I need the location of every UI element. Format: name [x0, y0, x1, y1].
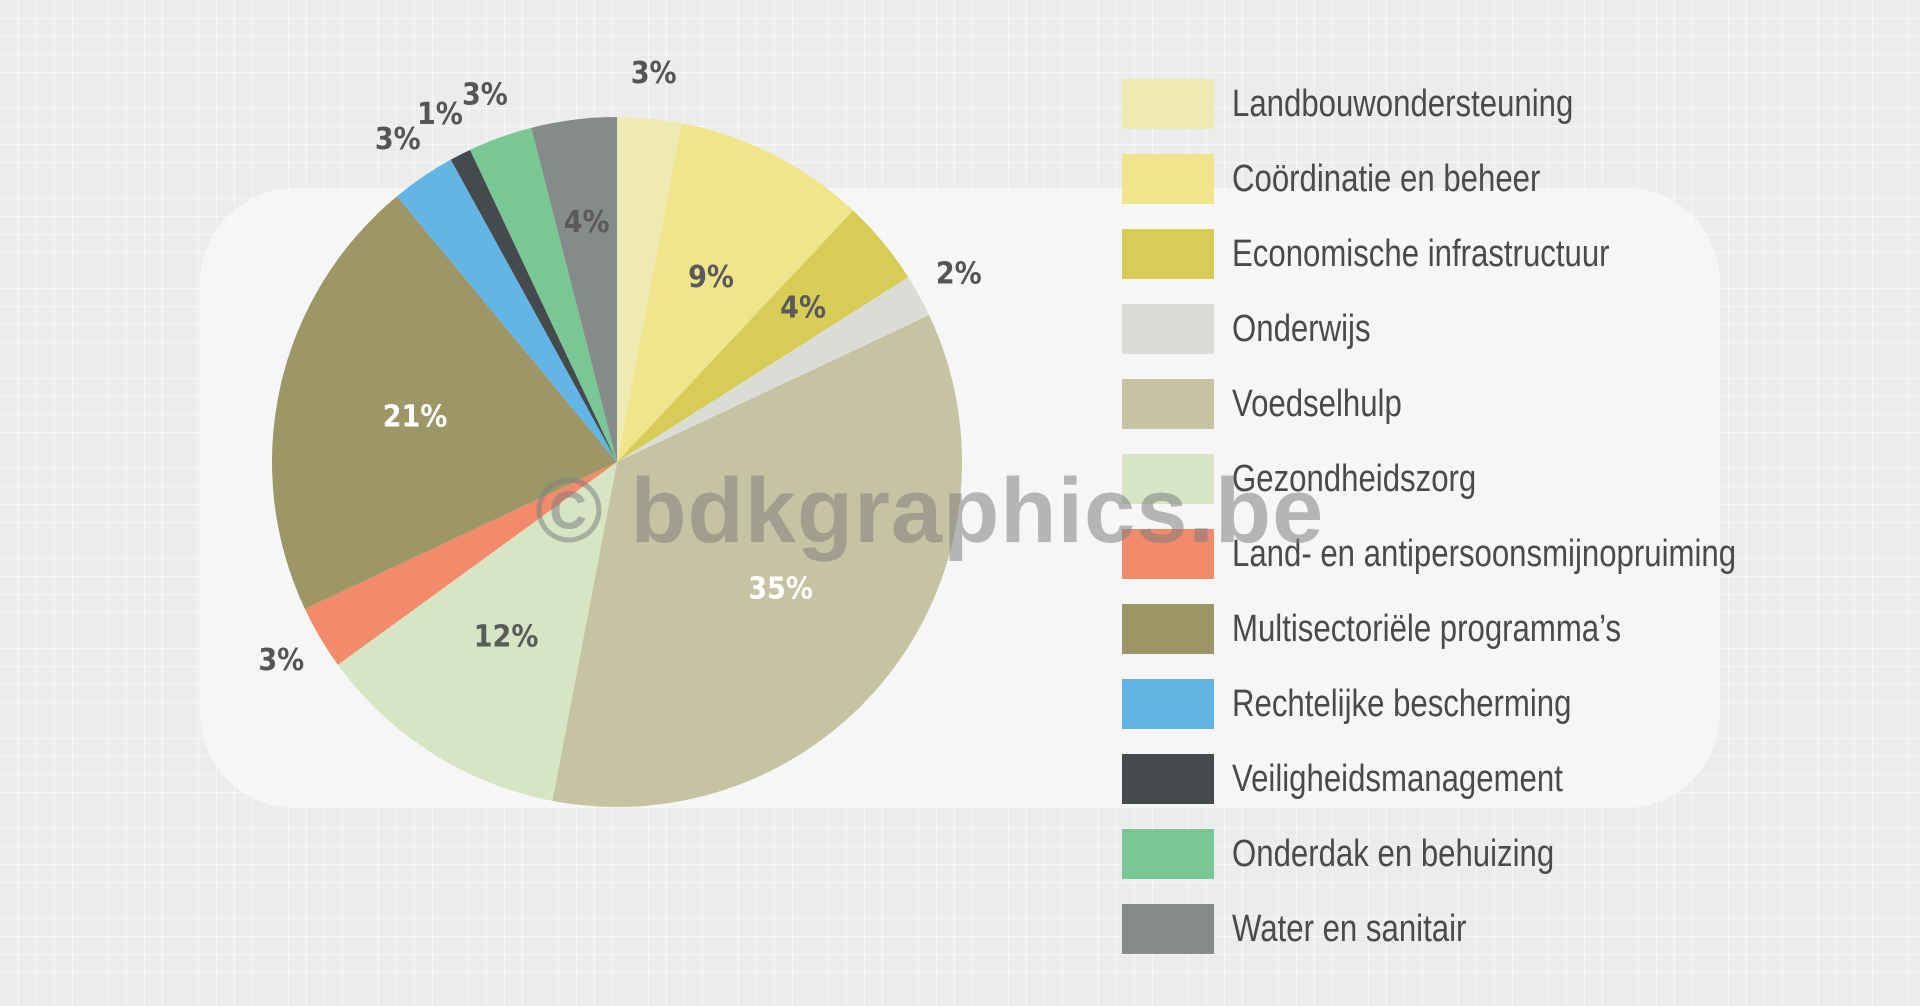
pie-value-labels: 3%9%4%2%35%12%3%21%3%1%3%4%: [258, 56, 981, 678]
legend-swatch: [1122, 79, 1214, 129]
pie-value-label-landbouwondersteuning: 3%: [631, 56, 677, 91]
pie-slice-veiligheidsmanagement: [450, 149, 617, 462]
pie-value-label-land-en-antipersoonsmijnopruiming: 3%: [258, 643, 304, 678]
legend-label: Water en sanitair: [1232, 908, 1467, 950]
pie-value-label-onderwijs: 2%: [936, 257, 982, 292]
legend-label: Land- en antipersoonsmijnopruiming: [1232, 533, 1737, 575]
pie-slice-coordinatie-en-beheer: [617, 123, 854, 463]
pie-value-label-multisectoriele-programma-s: 21%: [383, 399, 448, 434]
pie-slice-voedselhulp: [552, 315, 963, 808]
legend-swatch: [1122, 604, 1214, 654]
legend-label: Coördinatie en beheer: [1232, 158, 1541, 200]
legend-swatch: [1122, 679, 1214, 729]
pie-value-label-gezondheidszorg: 12%: [474, 619, 539, 654]
pie-value-label-onderdak-en-behuizing: 3%: [462, 78, 508, 113]
legend-swatch: [1122, 529, 1214, 579]
legend-swatch: [1122, 829, 1214, 879]
pie-value-label-water-en-sanitair: 4%: [564, 205, 610, 240]
watermark-text: © bdkgraphics.be: [535, 460, 1325, 562]
pie-value-label-veiligheidsmanagement: 1%: [417, 97, 463, 132]
legend-label: Landbouwondersteuning: [1232, 83, 1574, 125]
pie-slice-multisectoriele-programma-s: [271, 196, 617, 609]
legend-swatch: [1122, 454, 1214, 504]
pie-slice-landbouwondersteuning: [617, 117, 682, 462]
pie-slice-land-en-antipersoonsmijnopruiming: [304, 462, 617, 665]
pie-slice-onderwijs: [617, 277, 930, 462]
legend-swatch: [1122, 754, 1214, 804]
legend-label: Rechtelijke bescherming: [1232, 683, 1572, 725]
legend-label: Multisectoriële programma’s: [1232, 608, 1622, 650]
legend-swatch: [1122, 154, 1214, 204]
legend-swatch: [1122, 904, 1214, 954]
legend-swatch: [1122, 304, 1214, 354]
pie-slice-gezondheidszorg: [337, 462, 617, 801]
legend-label: Onderdak en behuizing: [1232, 833, 1555, 875]
pie-slices: [271, 117, 963, 808]
pie-value-label-coordinatie-en-beheer: 9%: [688, 260, 734, 295]
pie-value-label-voedselhulp: 35%: [748, 571, 813, 606]
legend-label: Gezondheidszorg: [1232, 458, 1477, 500]
legend-swatch: [1122, 229, 1214, 279]
pie-value-label-economische-infrastructuur: 4%: [780, 291, 826, 326]
pie-slice-water-en-sanitair: [531, 117, 617, 462]
pie-slice-economische-infrastructuur: [617, 210, 909, 462]
legend-swatch: [1122, 379, 1214, 429]
pie-slice-onderdak-en-behuizing: [470, 127, 617, 462]
legend-label: Veiligheidsmanagement: [1232, 758, 1563, 800]
pie-value-label-rechtelijke-bescherming: 3%: [375, 122, 421, 157]
legend-label: Onderwijs: [1232, 308, 1371, 350]
pie-slice-rechtelijke-bescherming: [397, 159, 617, 463]
legend-label: Economische infrastructuur: [1232, 233, 1610, 275]
legend-label: Voedselhulp: [1232, 383, 1402, 425]
